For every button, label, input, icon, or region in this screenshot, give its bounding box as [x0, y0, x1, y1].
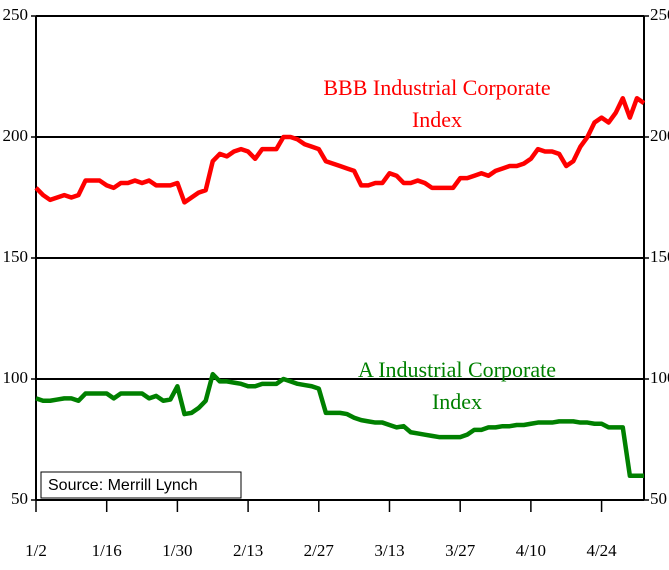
- x-tick-label: 4/10: [516, 541, 546, 560]
- x-tick-label: 3/27: [445, 541, 476, 560]
- annotation: BBB Industrial Corporate: [323, 75, 550, 100]
- x-tick-label: 2/27: [304, 541, 335, 560]
- y2-tick-label: 50: [650, 489, 667, 508]
- source-box: [40, 471, 242, 499]
- x-tick-label: 2/13: [233, 541, 263, 560]
- annotation: A Industrial Corporate: [358, 357, 556, 382]
- x-tick-label: 4/24: [586, 541, 617, 560]
- source: Source: Merrill Lynch: [48, 477, 198, 494]
- plot: 50 100 150 200 250 50 100 150 200 250 1/2 1/16 1/30 2…: [3, 5, 669, 560]
- x-tick-label: 1/16: [92, 541, 122, 560]
- y-tick-label: 50: [11, 489, 28, 508]
- y2-tick-label: 200: [650, 126, 669, 145]
- annotation: Index: [432, 389, 482, 414]
- y2-tick-label: 250: [650, 5, 669, 24]
- y-tick-label: 250: [3, 5, 29, 24]
- y-tick-label: 150: [3, 247, 29, 266]
- x-tick-label: 1/30: [162, 541, 192, 560]
- y-tick-label: 100: [3, 368, 29, 387]
- annotation: Index: [412, 107, 462, 132]
- y-tick-label: 200: [3, 126, 29, 145]
- series-line: [35, 371, 644, 479]
- x-tick-label: 1/2: [25, 541, 47, 560]
- series-line: [34, 96, 646, 205]
- x-tick-label: 3/13: [374, 541, 404, 560]
- y2-tick-label: 150: [650, 247, 669, 266]
- y2-tick-label: 100: [650, 368, 669, 387]
